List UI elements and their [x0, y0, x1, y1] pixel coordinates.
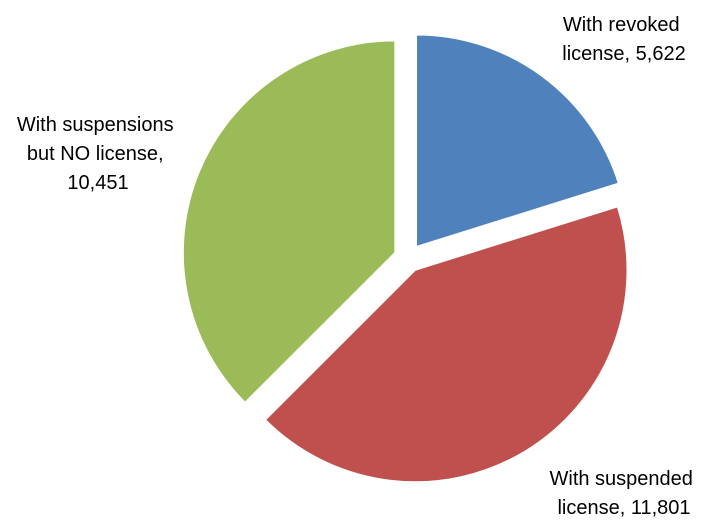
- slice-label-no-license-line-3: 10,451: [67, 172, 128, 194]
- slice-label-no-license: With suspensions but NO license, 10,451: [17, 114, 179, 194]
- slice-label-revoked-line-1: With revoked: [563, 14, 680, 36]
- slice-label-no-license-line-2: but NO license,: [27, 143, 164, 165]
- slice-label-no-license-line-1: With suspensions: [17, 114, 174, 136]
- slice-label-revoked-line-2: license, 5,622: [562, 43, 685, 65]
- slice-label-revoked: With revoked license, 5,622: [562, 14, 685, 65]
- slice-label-suspended-line-2: license, 11,801: [557, 497, 690, 519]
- slice-label-suspended: With suspended license, 11,801: [550, 468, 699, 519]
- pie-labels: With revoked license, 5,622 With suspend…: [17, 14, 699, 519]
- pie-slice-revoked: [415, 33, 620, 248]
- pie-slice-suspended: [264, 205, 628, 483]
- pie-slices: [182, 33, 628, 483]
- pie-slice-no-license: [182, 39, 396, 404]
- slice-label-suspended-line-1: With suspended: [550, 468, 693, 490]
